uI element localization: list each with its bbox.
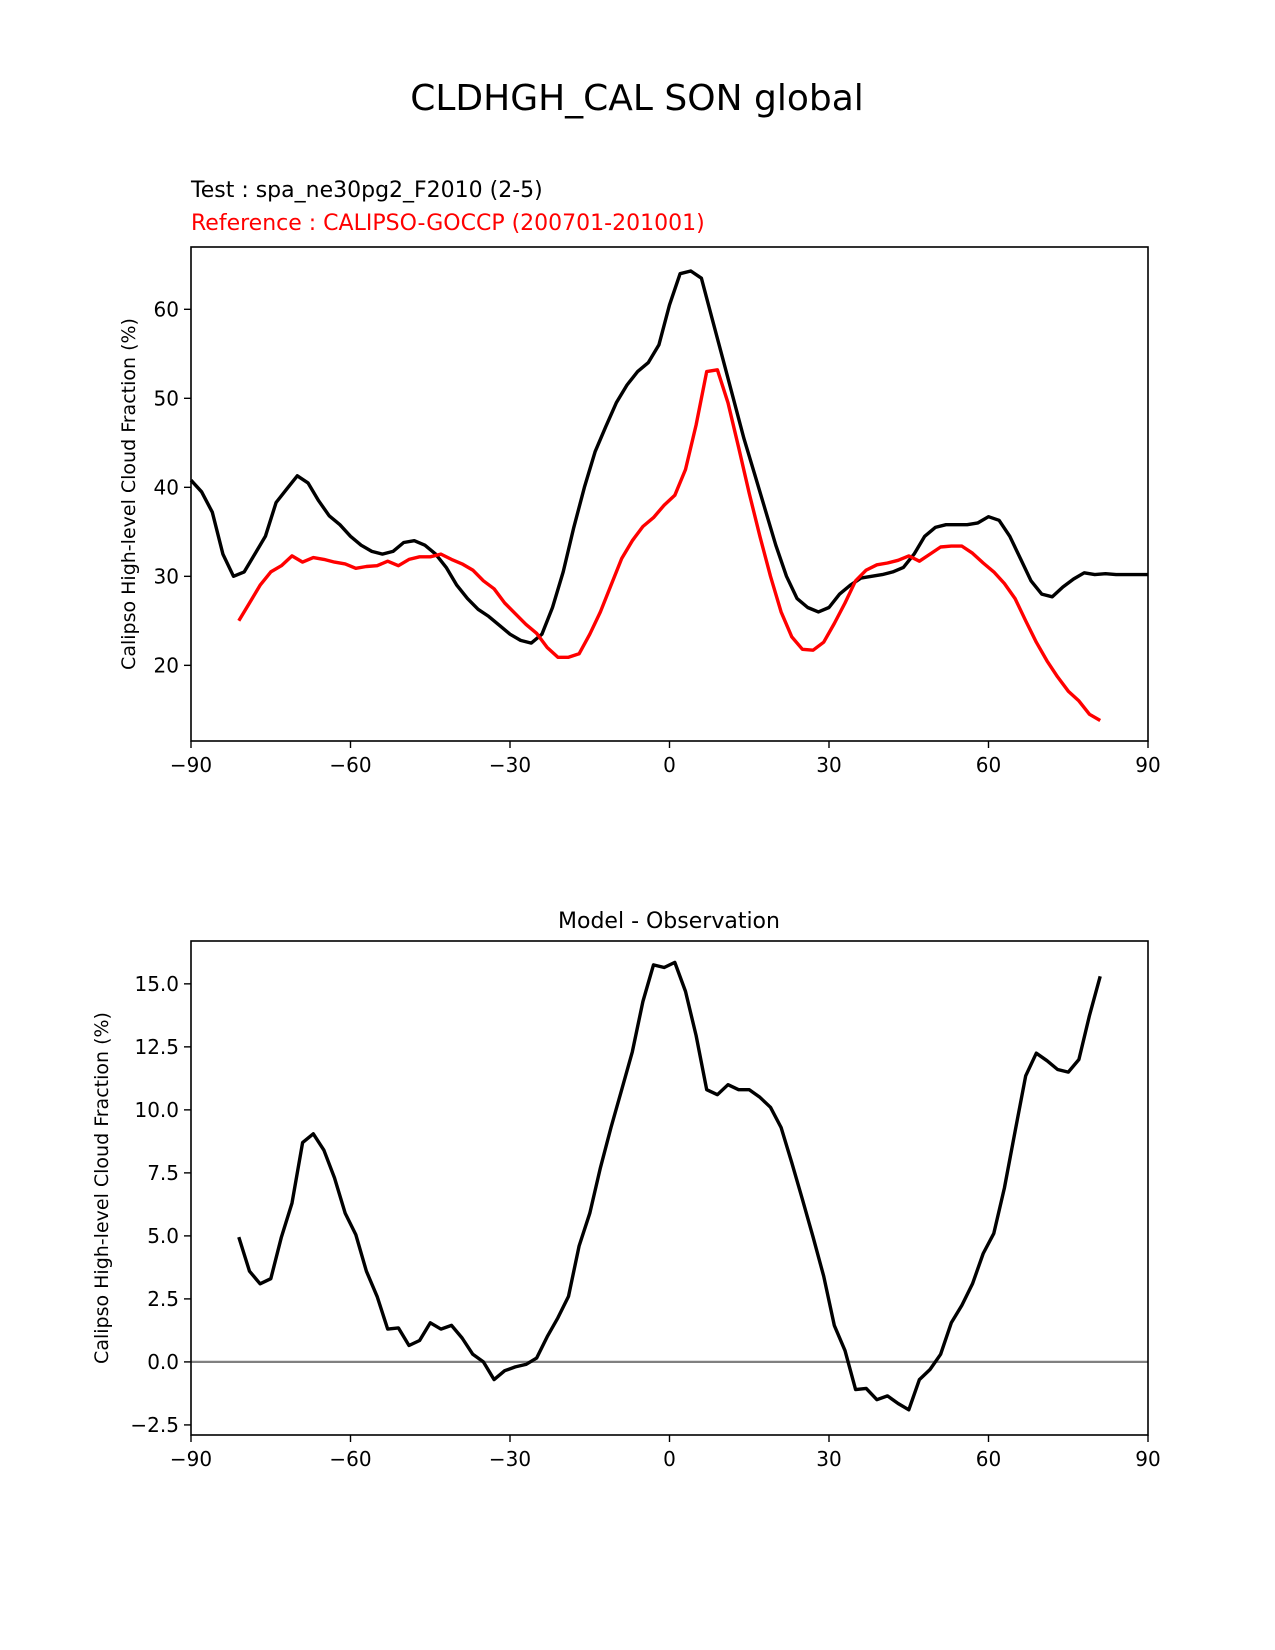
bottom-panel: Model - Observation −90 −60 −30 0 30 60 90 −2.… — [91, 909, 1161, 1471]
y-tick-label: 0.0 — [147, 1350, 179, 1374]
y-tick-label: 20 — [154, 653, 179, 677]
x-tick-label: −60 — [329, 1447, 371, 1471]
x-tick-label: −60 — [329, 753, 371, 777]
bottom-x-axis: −90 −60 −30 0 30 60 90 — [170, 1435, 1161, 1471]
y-tick-label: −2.5 — [130, 1413, 179, 1437]
bottom-y-axis-label: Calipso High-level Cloud Fraction (%) — [91, 1012, 113, 1364]
test-label: Test : spa_ne30pg2_F2010 (2-5) — [190, 178, 543, 203]
x-tick-label: 90 — [1135, 753, 1160, 777]
top-panel: −90 −60 −30 0 30 60 90 20 30 40 50 60 Calipso High… — [118, 246, 1161, 777]
y-tick-label: 60 — [154, 297, 179, 321]
series-line-model-observation — [237, 960, 1102, 1412]
x-tick-label: 90 — [1135, 1447, 1160, 1471]
bottom-panel-title: Model - Observation — [558, 909, 780, 934]
x-tick-label: −30 — [489, 753, 531, 777]
series-line-reference — [237, 368, 1102, 722]
reference-label: Reference : CALIPSO-GOCCP (200701-201001… — [191, 211, 705, 236]
y-tick-label: 50 — [154, 386, 179, 410]
figure-title: CLDHGH_CAL SON global — [410, 78, 864, 119]
y-tick-label: 12.5 — [134, 1035, 179, 1059]
bottom-y-axis: −2.5 0.0 2.5 5.0 7.5 10.0 12.5 15.0 — [130, 972, 191, 1437]
x-tick-label: 0 — [663, 753, 676, 777]
x-tick-label: 60 — [976, 753, 1001, 777]
x-tick-label: 0 — [663, 1447, 676, 1471]
x-tick-label: −90 — [170, 753, 212, 777]
x-tick-label: 30 — [816, 1447, 841, 1471]
top-plot-frame — [190, 246, 1149, 742]
top-series-lines — [189, 269, 1148, 722]
y-tick-label: 30 — [154, 564, 179, 588]
y-tick-label: 5.0 — [147, 1224, 179, 1248]
x-tick-label: 30 — [816, 753, 841, 777]
top-x-axis: −90 −60 −30 0 30 60 90 — [170, 741, 1161, 777]
y-tick-label: 40 — [154, 475, 179, 499]
bottom-series-lines — [191, 960, 1148, 1412]
x-tick-label: −90 — [170, 1447, 212, 1471]
y-tick-label: 15.0 — [134, 972, 179, 996]
x-tick-label: 60 — [976, 1447, 1001, 1471]
y-tick-label: 10.0 — [134, 1098, 179, 1122]
y-tick-label: 7.5 — [147, 1161, 179, 1185]
top-y-axis: 20 30 40 50 60 — [154, 297, 191, 677]
top-y-axis-label: Calipso High-level Cloud Fraction (%) — [118, 318, 140, 670]
series-line-test — [189, 269, 1148, 645]
x-tick-label: −30 — [489, 1447, 531, 1471]
y-tick-label: 2.5 — [147, 1287, 179, 1311]
